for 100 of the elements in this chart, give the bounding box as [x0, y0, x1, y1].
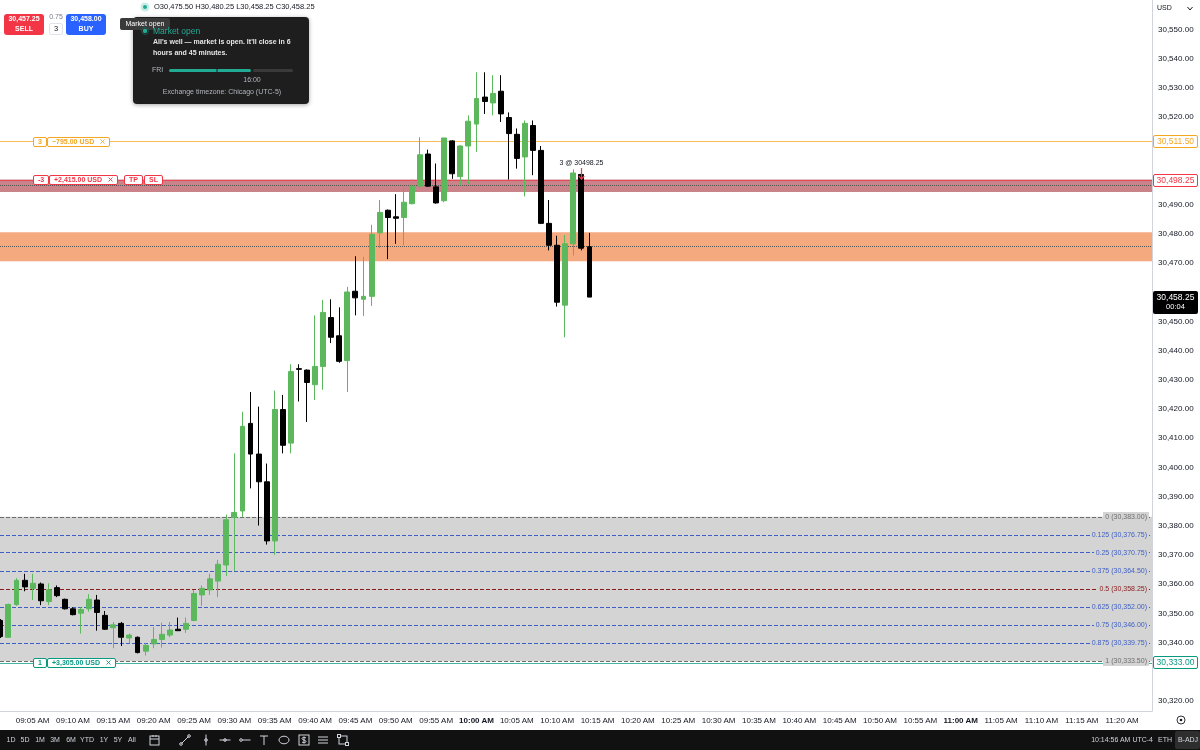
candlestick — [320, 299, 326, 391]
y-tick-label: 30,450.00 — [1158, 316, 1195, 326]
candlestick — [425, 149, 431, 188]
y-tick-label: 30,470.00 — [1158, 258, 1195, 268]
candlestick — [409, 179, 415, 205]
x-tick-label: 09:15 AM — [96, 715, 131, 725]
candlestick — [118, 621, 124, 647]
candlestick — [199, 584, 205, 607]
candlestick — [143, 642, 149, 657]
candlestick — [46, 582, 52, 606]
candlestick — [352, 255, 358, 316]
x-tick-label: 09:20 AM — [136, 715, 171, 725]
x-tick-label: 09:45 AM — [338, 715, 373, 725]
x-tick-label: 10:50 AM — [863, 715, 898, 725]
candlestick — [231, 452, 237, 572]
candlestick — [22, 573, 28, 592]
ref-line-label: 30,498.25 — [1153, 173, 1198, 187]
candlestick — [328, 298, 334, 344]
candlestick — [215, 559, 221, 598]
y-tick-label: 30,520.00 — [1158, 112, 1195, 122]
candlestick — [474, 71, 479, 153]
candlestick — [457, 144, 463, 186]
y-tick-label: 30,530.00 — [1158, 83, 1195, 93]
candlestick — [14, 577, 19, 607]
y-tick-label: 30,340.00 — [1158, 637, 1195, 647]
candlestick — [385, 209, 391, 260]
candlestick — [490, 74, 496, 116]
candlestick — [530, 119, 536, 176]
x-tick-label: 09:50 AM — [378, 715, 413, 725]
candlestick — [264, 463, 270, 546]
candlestick — [70, 606, 76, 616]
candlestick — [506, 111, 512, 181]
candlestick — [86, 593, 92, 613]
candlestick — [312, 314, 318, 401]
y-tick-label: 30,420.00 — [1158, 404, 1195, 414]
candlestick — [587, 232, 592, 298]
candlestick — [344, 286, 350, 393]
candlestick — [248, 391, 253, 489]
candlestick — [62, 598, 68, 611]
x-tick-label: 10:15 AM — [580, 715, 615, 725]
candlestick — [377, 199, 383, 249]
candlestick — [498, 74, 504, 123]
y-tick-label: 30,540.00 — [1158, 53, 1195, 63]
ref-line-label: 30,333.00 — [1153, 656, 1198, 670]
x-tick-label: 10:45 AM — [822, 715, 857, 725]
y-tick-label: 30,320.00 — [1158, 696, 1195, 706]
x-tick-label: 10:55 AM — [903, 715, 938, 725]
candlestick — [272, 390, 278, 556]
candlestick — [554, 235, 560, 308]
candlestick — [30, 573, 36, 601]
candlestick — [191, 589, 197, 622]
candlestick — [288, 363, 294, 454]
x-tick-label: 11:00 AM — [943, 715, 979, 725]
candlestick — [223, 514, 229, 577]
x-tick-label: 10:05 AM — [499, 715, 535, 725]
x-tick-label: 09:55 AM — [419, 715, 454, 725]
candlestick — [522, 119, 528, 197]
y-tick-label: 30,440.00 — [1158, 345, 1195, 355]
candlestick — [417, 136, 423, 188]
candlestick — [280, 394, 286, 454]
candlestick — [538, 145, 544, 225]
candlestick — [5, 603, 11, 639]
y-tick-label: 30,410.00 — [1158, 433, 1195, 443]
candlestick — [54, 584, 60, 598]
candlestick — [369, 224, 375, 307]
candlestick — [546, 199, 552, 251]
y-tick-label: 30,360.00 — [1158, 579, 1195, 589]
candlestick — [401, 187, 407, 246]
candlestick — [296, 363, 302, 402]
x-tick-label: 09:30 AM — [217, 715, 252, 725]
x-tick-label: 10:35 AM — [742, 715, 777, 725]
y-tick-label: 30,490.00 — [1158, 199, 1195, 209]
candlestick — [514, 127, 520, 170]
x-tick-label: 11:10 AM — [1024, 715, 1059, 725]
candlestick — [562, 234, 568, 338]
candlestick — [175, 617, 181, 632]
candlestick — [336, 306, 342, 364]
text: 30,458.25 — [1155, 292, 1196, 303]
y-tick-label: 30,550.00 — [1158, 24, 1195, 34]
y-tick-label: 30,390.00 — [1158, 491, 1195, 501]
candlestick — [207, 573, 213, 596]
candlestick — [183, 617, 189, 634]
candlestick — [240, 411, 245, 518]
candlestick — [361, 256, 366, 317]
candlestick — [167, 621, 173, 638]
candlestick — [393, 193, 399, 245]
x-tick-label: 10:20 AM — [620, 715, 656, 725]
x-tick-label: 11:15 AM — [1065, 715, 1099, 725]
y-tick-label: 30,400.00 — [1158, 462, 1195, 472]
x-tick-label: 11:05 AM — [984, 715, 1018, 725]
candlestick — [482, 71, 488, 115]
ref-line-label: 30,511.50 — [1153, 135, 1198, 149]
y-tick-label: 30,350.00 — [1158, 608, 1195, 618]
x-tick-label: 10:10 AM — [540, 715, 575, 725]
candlestick — [256, 406, 262, 527]
x-tick-label: 10:00 AM — [459, 715, 495, 725]
candlestick — [135, 636, 140, 654]
candlestick — [304, 368, 310, 423]
x-tick-label: 10:25 AM — [661, 715, 696, 725]
x-tick-label: 09:10 AM — [56, 715, 91, 725]
